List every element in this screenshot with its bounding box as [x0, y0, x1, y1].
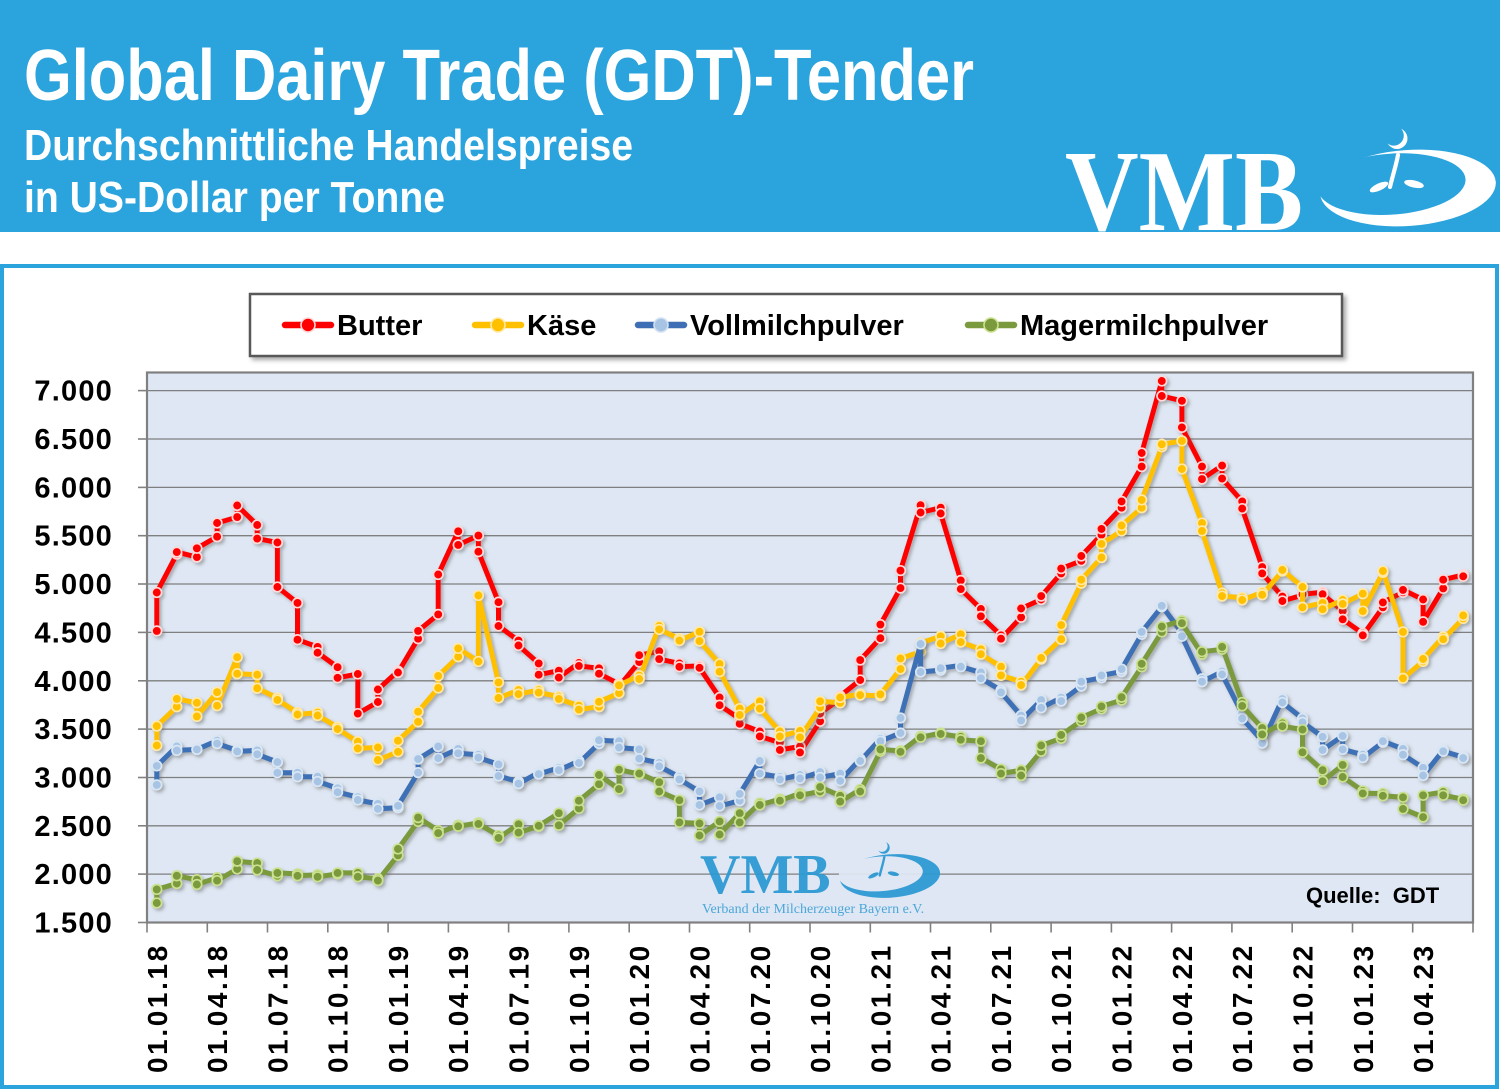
svg-text:3.500: 3.500	[34, 714, 113, 746]
svg-text:01.04.21: 01.04.21	[926, 943, 957, 1073]
svg-text:VMB: VMB	[700, 844, 831, 906]
svg-text:01.10.20: 01.10.20	[805, 943, 836, 1073]
svg-text:01.07.21: 01.07.21	[986, 943, 1017, 1073]
svg-text:01.04.19: 01.04.19	[443, 943, 474, 1073]
svg-text:6.000: 6.000	[34, 472, 113, 504]
svg-text:01.07.22: 01.07.22	[1227, 943, 1258, 1073]
svg-text:01.01.21: 01.01.21	[865, 943, 896, 1073]
svg-text:01.01.18: 01.01.18	[142, 943, 173, 1073]
svg-text:2.000: 2.000	[34, 859, 113, 891]
svg-text:01.04.22: 01.04.22	[1167, 943, 1198, 1073]
svg-text:01.01.22: 01.01.22	[1107, 943, 1138, 1073]
svg-text:4.500: 4.500	[34, 617, 113, 649]
svg-text:01.07.19: 01.07.19	[504, 943, 535, 1073]
svg-text:in US-Dollar per Tonne: in US-Dollar per Tonne	[24, 173, 445, 222]
svg-text:01.07.20: 01.07.20	[745, 943, 776, 1073]
svg-text:Magermilchpulver: Magermilchpulver	[1020, 310, 1268, 342]
svg-text:1.500: 1.500	[34, 908, 113, 940]
svg-text:Global Dairy Trade (GDT)-Tende: Global Dairy Trade (GDT)-Tender	[24, 36, 974, 116]
svg-text:2.500: 2.500	[34, 811, 113, 843]
svg-text:3.000: 3.000	[34, 763, 113, 795]
svg-text:01.04.18: 01.04.18	[202, 943, 233, 1073]
svg-text:Verband der Milcherzeuger Baye: Verband der Milcherzeuger Bayern e.V.	[702, 902, 924, 917]
svg-text:Quelle: GDT: Quelle: GDT	[1306, 883, 1440, 908]
svg-text:01.01.20: 01.01.20	[624, 943, 655, 1073]
svg-text:4.000: 4.000	[34, 666, 113, 698]
svg-text:01.10.22: 01.10.22	[1288, 943, 1319, 1073]
svg-text:Durchschnittliche Handelspreis: Durchschnittliche Handelspreise	[24, 121, 633, 170]
svg-text:Käse: Käse	[527, 310, 596, 342]
svg-text:01.04.23: 01.04.23	[1408, 943, 1439, 1073]
svg-text:01.10.19: 01.10.19	[564, 943, 595, 1073]
svg-text:01.04.20: 01.04.20	[684, 943, 715, 1073]
svg-text:Butter: Butter	[337, 310, 422, 342]
svg-text:01.01.23: 01.01.23	[1348, 943, 1379, 1073]
svg-text:VMB: VMB	[1065, 128, 1303, 256]
svg-text:01.07.18: 01.07.18	[262, 943, 293, 1073]
svg-text:6.500: 6.500	[34, 424, 113, 456]
svg-text:Vollmilchpulver: Vollmilchpulver	[690, 310, 904, 342]
svg-text:01.01.19: 01.01.19	[383, 943, 414, 1073]
svg-text:01.10.21: 01.10.21	[1046, 943, 1077, 1073]
svg-text:7.000: 7.000	[34, 376, 113, 408]
svg-text:5.000: 5.000	[34, 569, 113, 601]
svg-text:01.10.18: 01.10.18	[323, 943, 354, 1073]
svg-text:5.500: 5.500	[34, 521, 113, 553]
